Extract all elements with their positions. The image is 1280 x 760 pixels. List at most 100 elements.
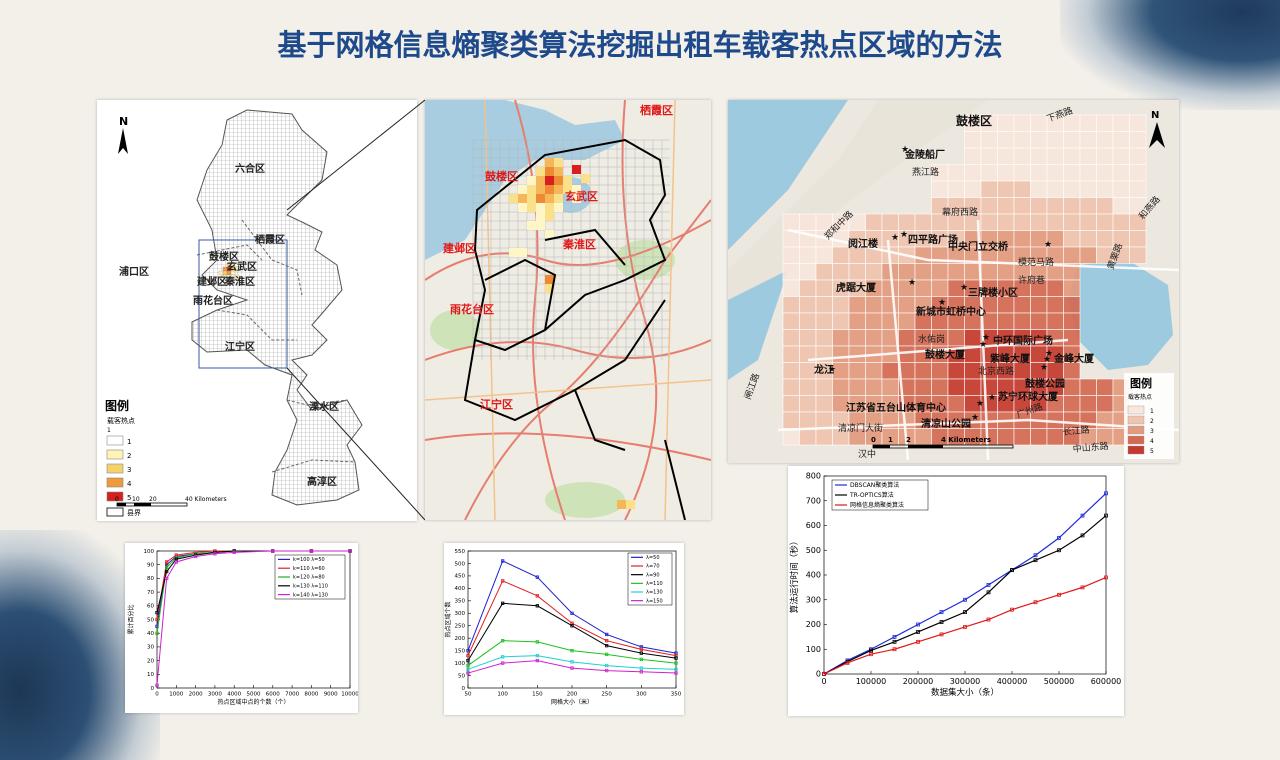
hotspot-cell [536,212,545,221]
hotspot-cell [238,266,244,272]
hotspot-cell [1079,180,1097,198]
hotspot-cell [617,500,626,509]
hotspot-cell [536,221,545,230]
place-label: 金峰大厦 [1053,352,1095,365]
hotspot-cell [1013,114,1031,132]
cluster-percent-chart: 0 1000 2000 3000 4000 5000 6000 7000 8000 9000 100… [125,543,358,713]
y-tick-label: 0 [151,686,155,692]
hotspot-cell [545,203,554,212]
road-label: 许府巷 [1018,274,1045,286]
hotspot-cell [980,213,998,231]
hotspot-cell [997,131,1015,149]
hotspot-cell [1096,213,1114,231]
hotspot-cell [1063,378,1081,396]
hotspot-cell [997,147,1015,165]
hotspot-cell [1112,147,1130,165]
hotspot-cell [848,345,866,363]
data-point [1033,553,1038,558]
hotspot-cell [964,131,982,149]
road-label: 中山东路 [1072,440,1109,455]
hotspot-cell [545,176,554,185]
hotspot-cell [881,362,899,380]
district-label: 六合区 [235,162,265,175]
detail-legend: 图例 载客热点 1 2 3 4 5 [1124,373,1174,459]
hotspot-cell [799,279,817,297]
hotspot-cell [815,263,833,281]
y-tick-label: 100 [144,549,155,555]
y-tick-label: 550 [455,549,466,555]
hotspot-cell [554,194,563,203]
district-label: 建邺区 [196,275,227,288]
data-point [165,560,169,564]
hotspot-cell [898,296,916,314]
series-line [467,660,677,674]
data-point [232,550,236,555]
hotspot-cell [518,203,527,212]
hotspot-cell [947,263,965,281]
star-marker: ★ [988,393,996,403]
hotspot-cell [554,176,563,185]
hotspot-cell [782,345,800,363]
hotspot-cell [518,248,527,257]
hotspot-cell [536,167,545,176]
legend-label: λ=70 [646,564,660,570]
y-tick-label: 10 [147,672,154,678]
data-point [155,617,159,622]
district-label: 玄武区 [227,260,257,273]
legend-label: DBSCAN聚类算法 [850,481,899,489]
hotspot-cell [947,180,965,198]
series-line [156,550,350,686]
hotspot-cell [1013,230,1031,248]
road-label: 清凉门大街 [838,422,883,434]
y-tick-label: 800 [806,472,821,481]
hotspot-cell [1129,180,1147,198]
detail-scale: 0 1 2 4 Kilometers [871,436,1014,449]
data-point [674,667,678,671]
hotspot-cell [848,296,866,314]
hotspot-cell [1063,246,1081,264]
district-label: 溧水区 [309,400,339,413]
data-point [501,579,505,583]
place-label: 江苏省五台山体育中心 [846,401,946,414]
hotspot-cell [832,296,850,314]
legend-label: 1 [1150,408,1154,415]
x-axis-label: 数据集大小（条） [931,687,999,698]
district-label: 鼓楼区 [209,250,239,263]
data-point [174,560,178,564]
hotspot-cell [527,194,536,203]
data-point [570,648,574,653]
hotspot-cell [563,185,572,194]
hotspot-cell [832,378,850,396]
hotspot-cell [782,428,800,446]
district-label: 玄武区 [565,189,598,203]
hotspot-cell [865,263,883,281]
hotspot-cell [782,279,800,297]
x-tick-label: 50 [465,692,472,698]
legend-label: 1 [127,438,131,446]
place-label: 阅江楼 [848,237,878,250]
hotspot-cell [527,203,536,212]
legend-swatch [106,449,124,460]
data-point [986,590,991,595]
hotspot-cell [1079,147,1097,165]
x-tick-label: 4000 [227,692,241,698]
y-tick-label: 30 [147,645,154,651]
hotspot-cell [1046,312,1064,330]
x-tick-label: 100 [497,692,508,698]
legend-label: 2 [1150,418,1154,425]
x-tick-label: 600000 [1091,677,1122,686]
hotspot-cell [881,296,899,314]
y-tick-label: 50 [147,617,154,623]
data-point [916,639,920,644]
data-point [466,671,470,675]
y-axis-label: 算法运行时间（秒） [789,537,800,614]
hotspot-cell [545,194,554,203]
legend-label: λ=90 [646,572,660,578]
data-point [348,549,352,553]
hotspot-cell [964,180,982,198]
hotspot-cell [1096,197,1114,215]
hotspot-cell [815,312,833,330]
hotspot-cell [782,246,800,264]
hotspot-cell [1030,296,1048,314]
y-tick-label: 80 [147,576,154,582]
